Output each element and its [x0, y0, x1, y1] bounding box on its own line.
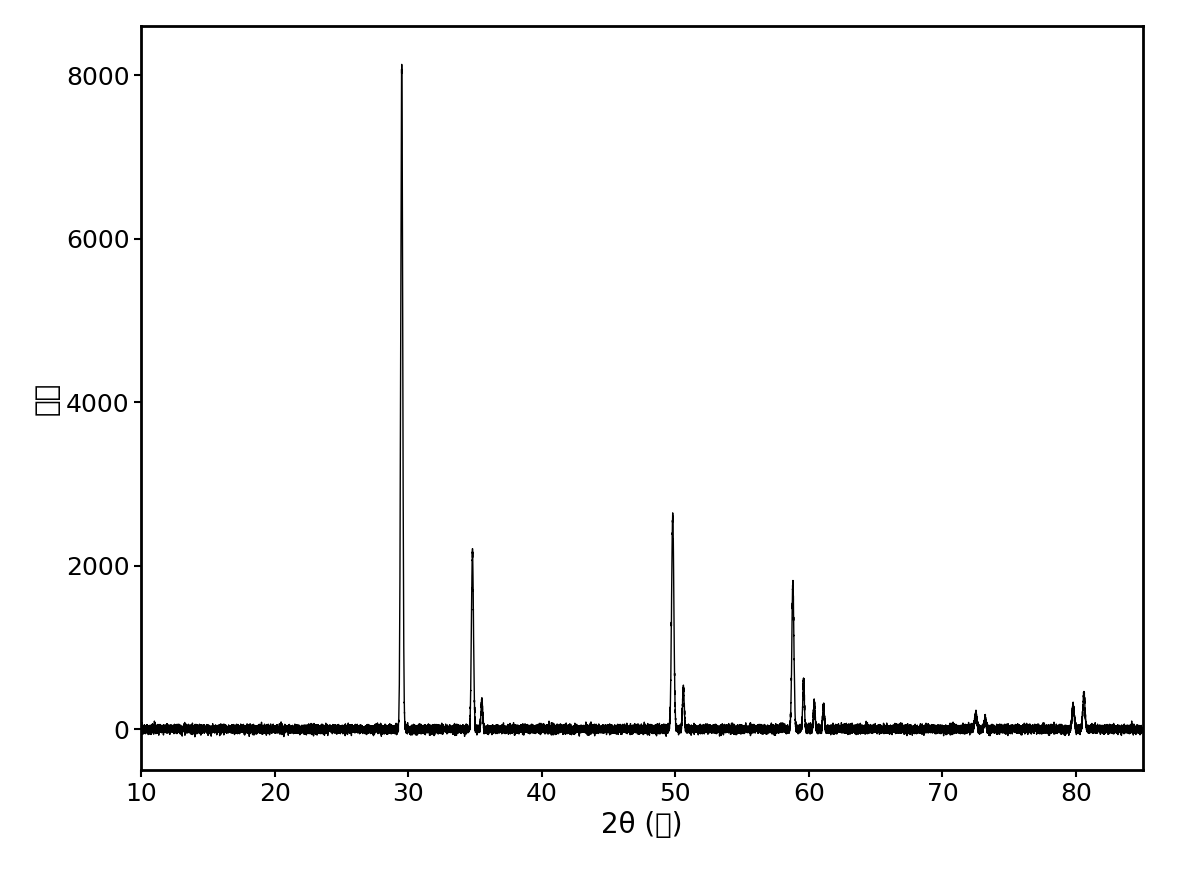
X-axis label: 2θ (度): 2θ (度) [601, 811, 683, 839]
Y-axis label: 强度: 强度 [32, 382, 60, 415]
